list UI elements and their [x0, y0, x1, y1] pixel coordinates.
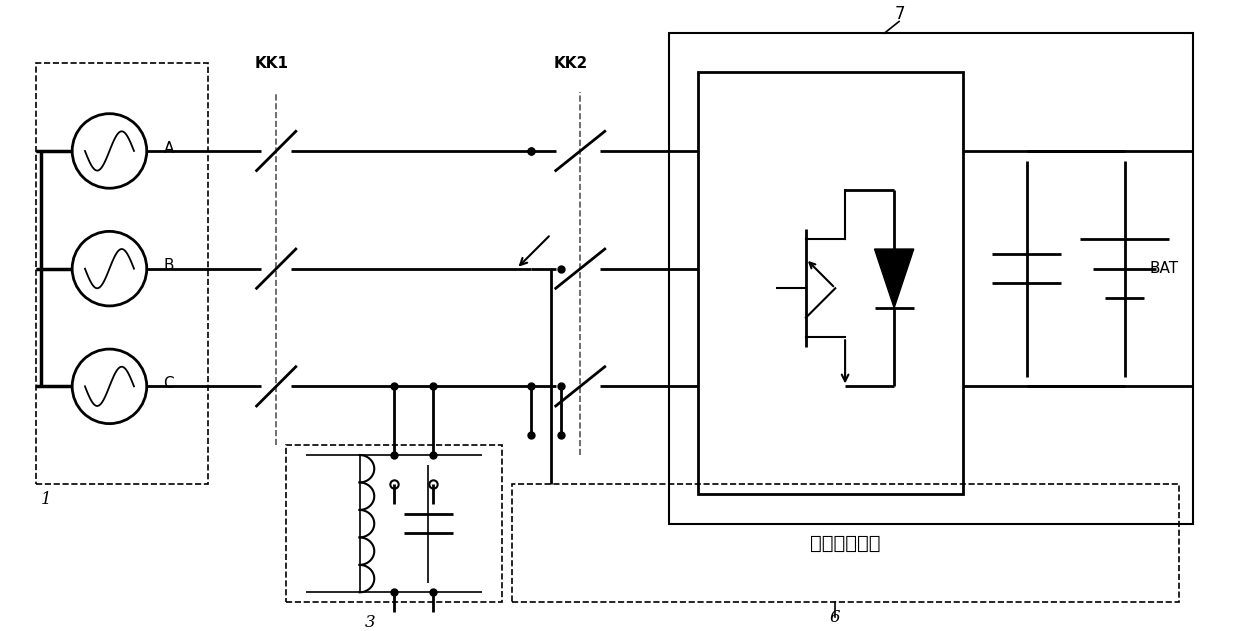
Bar: [512, 485, 1178, 602]
Text: C: C: [164, 376, 173, 391]
Text: 1: 1: [41, 491, 52, 508]
Text: B: B: [164, 258, 173, 273]
Polygon shape: [875, 249, 913, 308]
Bar: [698, 73, 963, 494]
Text: KK2: KK2: [554, 56, 587, 71]
Text: 逃变器控制器: 逃变器控制器: [810, 534, 881, 553]
Text: KK1: KK1: [254, 56, 289, 71]
Text: 6: 6: [830, 609, 840, 626]
Text: A: A: [164, 141, 173, 155]
Bar: [669, 33, 1193, 524]
Bar: [286, 445, 502, 602]
Text: 7: 7: [895, 4, 904, 23]
Bar: [36, 62, 208, 485]
Text: BAT: BAT: [1149, 261, 1178, 276]
Text: 3: 3: [364, 614, 375, 630]
